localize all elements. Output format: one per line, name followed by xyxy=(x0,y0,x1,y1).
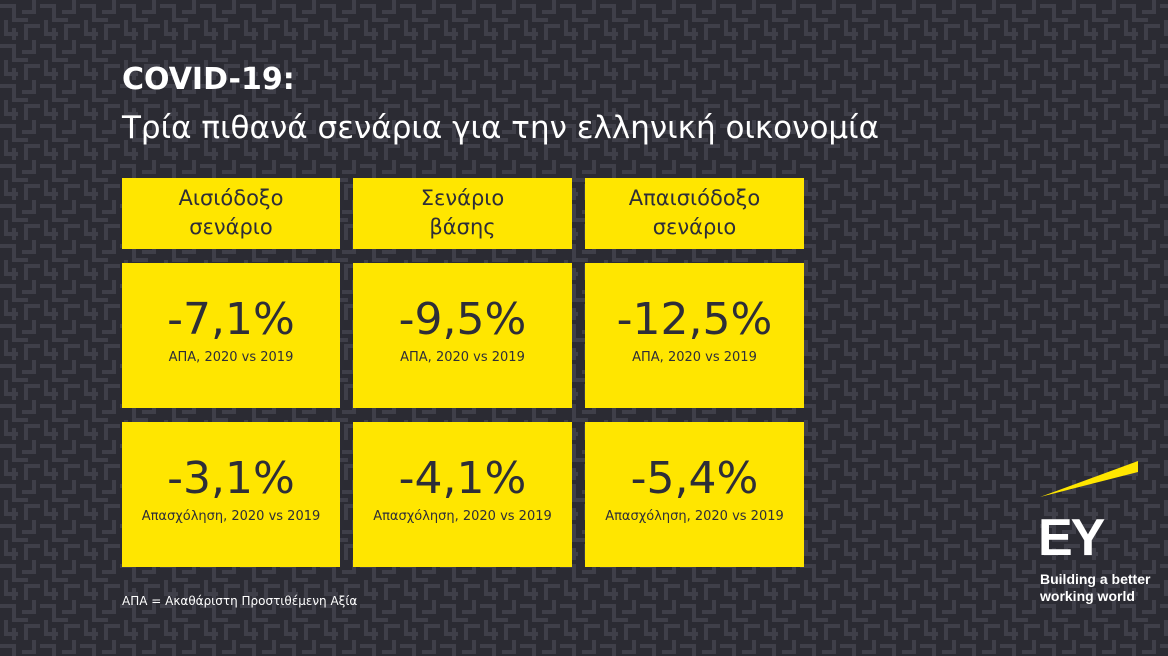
logo-name: EY xyxy=(1038,509,1105,567)
value-label: Απασχόληση, 2020 vs 2019 xyxy=(373,509,552,524)
value: -12,5% xyxy=(616,294,773,345)
scenario-header: Απαισιόδοξο σενάριο xyxy=(585,178,804,249)
value-label: ΑΠΑ, 2020 vs 2019 xyxy=(632,350,757,365)
value-card: -9,5% ΑΠΑ, 2020 vs 2019 xyxy=(353,263,572,408)
header-line: Σενάριο xyxy=(420,186,505,210)
logo-tagline: working world xyxy=(1040,588,1135,604)
scenario-header: Αισιόδοξο σενάριο xyxy=(122,178,340,249)
value-card: -12,5% ΑΠΑ, 2020 vs 2019 xyxy=(585,263,804,408)
footnote: ΑΠΑ = Ακαθάριστη Προστιθέμενη Αξία xyxy=(122,594,358,608)
value: -3,1% xyxy=(167,453,295,504)
value-card: -4,1% Απασχόληση, 2020 vs 2019 xyxy=(353,422,572,567)
value: -7,1% xyxy=(167,294,295,345)
header-line: σενάριο xyxy=(652,215,737,239)
header-line: Απαισιόδοξο xyxy=(628,186,761,210)
subtitle: Τρία πιθανά σενάρια για την ελληνική οικ… xyxy=(122,110,880,146)
value-card: -3,1% Απασχόληση, 2020 vs 2019 xyxy=(122,422,340,567)
logo-tagline: Building a better xyxy=(1040,571,1151,587)
value-card: -5,4% Απασχόληση, 2020 vs 2019 xyxy=(585,422,804,567)
value: -5,4% xyxy=(630,453,759,504)
value-label: Απασχόληση, 2020 vs 2019 xyxy=(605,509,784,524)
value-card: -7,1% ΑΠΑ, 2020 vs 2019 xyxy=(122,263,340,408)
title: COVID-19: xyxy=(122,62,295,97)
logo-beam xyxy=(1040,461,1138,497)
value-label: Απασχόληση, 2020 vs 2019 xyxy=(141,509,321,524)
value: -9,5% xyxy=(398,294,527,345)
header-line: Αισιόδοξο xyxy=(178,186,284,210)
value-label: ΑΠΑ, 2020 vs 2019 xyxy=(168,350,294,365)
value: -4,1% xyxy=(398,453,527,504)
scenario-header: Σενάριο βάσης xyxy=(353,178,572,249)
header-line: βάσης xyxy=(429,215,496,239)
value-label: ΑΠΑ, 2020 vs 2019 xyxy=(400,350,525,365)
header-line: σενάριο xyxy=(189,215,273,239)
